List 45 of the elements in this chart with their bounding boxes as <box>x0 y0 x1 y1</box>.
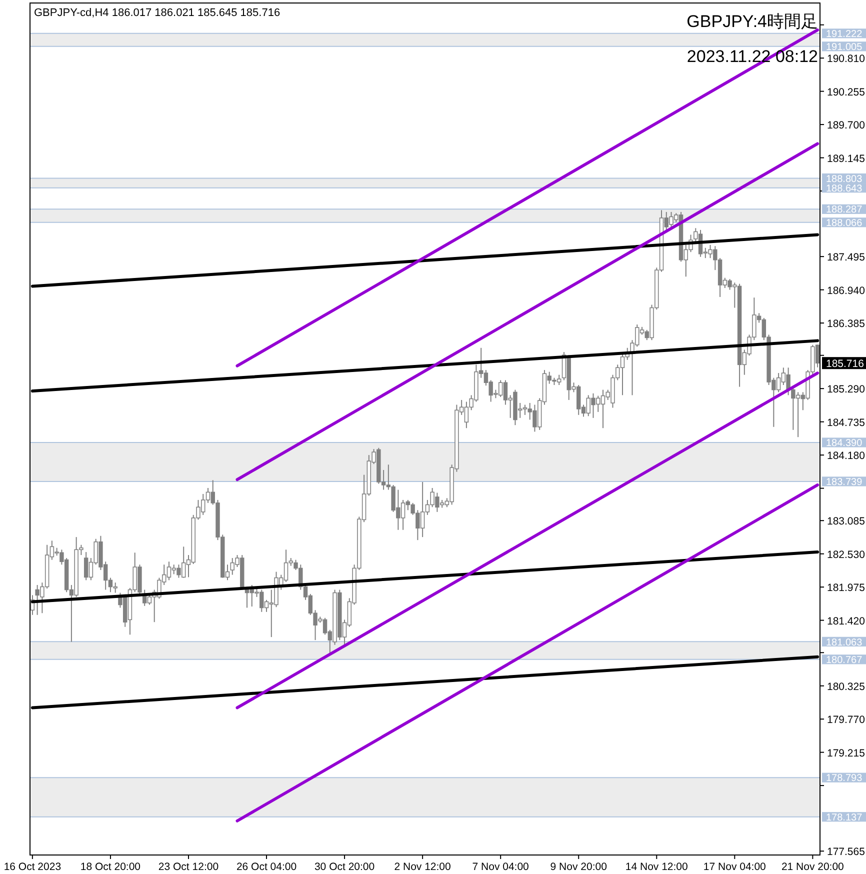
ref-line-label: 184.390 <box>826 438 863 450</box>
ref-line-label: 188.803 <box>826 174 863 185</box>
x-tick-label: 14 Nov 12:00 <box>625 861 688 873</box>
y-tick-label: 181.975 <box>827 582 866 594</box>
y-tick-label: 187.495 <box>827 252 866 264</box>
y-tick-label: 186.385 <box>827 318 866 330</box>
x-tick-label: 16 Oct 2023 <box>4 861 62 873</box>
y-tick-label: 181.420 <box>827 615 866 628</box>
ref-line-label: 188.643 <box>826 183 863 194</box>
y-tick-label: 179.770 <box>827 714 866 726</box>
x-tick-label: 23 Oct 12:00 <box>158 861 219 873</box>
y-tick-label: 185.290 <box>827 384 866 396</box>
x-tick-label: 2 Nov 12:00 <box>394 861 452 873</box>
y-tick-label: 180.325 <box>827 680 866 693</box>
y-tick-label: 182.530 <box>827 548 866 561</box>
y-tick-label: 183.085 <box>827 516 866 528</box>
x-tick-label: 26 Oct 04:00 <box>236 861 297 873</box>
y-tick-label: 186.940 <box>827 284 866 297</box>
text: GBPJPY:4時間足 <box>686 12 818 31</box>
ref-line-label: 191.222 <box>826 29 863 40</box>
x-tick-label: 21 Nov 20:00 <box>781 861 844 873</box>
ref-line-label: 181.063 <box>826 637 863 648</box>
y-tick-label: 190.810 <box>827 53 866 66</box>
y-tick-label: 179.215 <box>827 747 866 760</box>
x-tick-label: 17 Nov 04:00 <box>703 861 766 873</box>
y-tick-label: 177.565 <box>827 846 866 858</box>
x-tick-label: 18 Oct 20:00 <box>80 861 141 873</box>
y-tick-label: 184.735 <box>827 416 866 429</box>
x-tick-label: 7 Nov 04:00 <box>472 861 530 873</box>
x-tick-label: 9 Nov 20:00 <box>550 861 608 873</box>
ref-line-label: 180.767 <box>826 654 863 666</box>
ref-line-label: 183.739 <box>826 477 863 488</box>
text: 2023.11.22 08:12 <box>686 47 818 66</box>
y-tick-label: 190.255 <box>827 86 866 98</box>
x-tick-label: 30 Oct 20:00 <box>314 861 375 873</box>
ref-line-label: 188.066 <box>826 218 863 229</box>
y-tick-label: 189.700 <box>827 120 866 132</box>
text: 185.716 <box>826 358 864 370</box>
ref-line-label: 188.287 <box>826 204 863 216</box>
ref-line-label: 178.793 <box>826 773 863 784</box>
ref-line-label: 178.137 <box>826 812 863 824</box>
y-tick-label: 189.145 <box>827 152 866 165</box>
ref-line-label: 191.005 <box>826 42 863 54</box>
annotation: GBPJPY-cd,H4 186.017 186.021 185.645 185.716 <box>34 7 280 19</box>
y-tick-label: 184.180 <box>827 450 866 462</box>
